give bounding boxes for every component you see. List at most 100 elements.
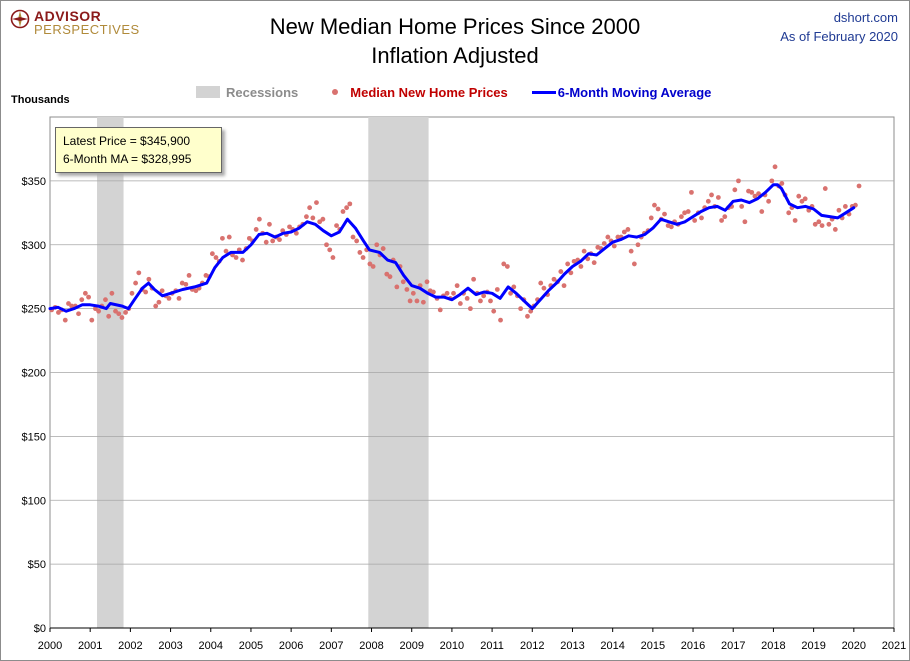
median-price-point bbox=[819, 223, 825, 228]
legend-ma-line bbox=[531, 90, 556, 94]
median-price-point bbox=[327, 247, 333, 253]
x-tick-label: 2018 bbox=[761, 640, 785, 652]
median-price-point bbox=[357, 250, 363, 255]
median-price-point bbox=[256, 216, 262, 222]
median-price-point bbox=[692, 218, 698, 223]
source-block: dshort.com As of February 2020 bbox=[780, 8, 898, 46]
median-price-point bbox=[518, 306, 524, 312]
x-tick-label: 2001 bbox=[78, 640, 102, 652]
median-price-point bbox=[314, 200, 319, 205]
median-price-point bbox=[558, 269, 564, 274]
median-price-point bbox=[678, 214, 684, 220]
x-tick-label: 2017 bbox=[721, 640, 745, 652]
median-price-point bbox=[233, 255, 239, 260]
median-price-point bbox=[722, 214, 728, 220]
median-price-point bbox=[347, 201, 353, 207]
x-tick-label: 2015 bbox=[641, 640, 665, 652]
median-price-point bbox=[394, 284, 400, 290]
median-price-point bbox=[568, 270, 574, 276]
median-price-point bbox=[565, 261, 571, 267]
median-price-point bbox=[166, 296, 172, 301]
median-price-point bbox=[267, 221, 272, 227]
median-price-point bbox=[491, 308, 497, 314]
median-price-point bbox=[176, 296, 182, 301]
median-price-point bbox=[324, 242, 329, 248]
median-price-point bbox=[832, 227, 838, 232]
median-price-point bbox=[856, 183, 862, 189]
median-price-point bbox=[263, 239, 269, 245]
median-price-point bbox=[498, 317, 503, 323]
median-price-point bbox=[779, 181, 785, 186]
median-price-point bbox=[631, 261, 637, 267]
median-price-point bbox=[307, 205, 313, 211]
median-price-point bbox=[826, 221, 832, 227]
y-tick-label: $300 bbox=[22, 240, 46, 252]
x-tick-label: 2012 bbox=[520, 640, 544, 652]
logo: ADVISOR PERSPECTIVES bbox=[10, 9, 140, 37]
legend-median-dot bbox=[332, 89, 339, 95]
median-price-point bbox=[374, 242, 380, 248]
median-price-point bbox=[334, 223, 339, 228]
median-price-point bbox=[119, 315, 125, 320]
median-price-point bbox=[578, 264, 584, 269]
x-tick-label: 2008 bbox=[359, 640, 383, 652]
legend-recession-label: Recessions bbox=[226, 84, 299, 100]
median-price-point bbox=[360, 255, 366, 260]
median-price-point bbox=[772, 164, 778, 170]
median-price-point bbox=[454, 283, 460, 289]
y-tick-label: $200 bbox=[22, 368, 46, 380]
median-price-point bbox=[705, 198, 711, 204]
median-price-point bbox=[471, 276, 477, 282]
source-site[interactable]: dshort.com bbox=[833, 10, 898, 25]
median-price-point bbox=[320, 216, 326, 222]
median-price-point bbox=[123, 310, 128, 315]
median-price-point bbox=[133, 280, 139, 286]
median-price-point bbox=[344, 205, 350, 211]
median-price-point bbox=[277, 237, 282, 243]
median-price-point bbox=[715, 195, 721, 200]
x-tick-label: 2009 bbox=[399, 640, 423, 652]
median-price-point bbox=[652, 202, 657, 208]
median-price-point bbox=[511, 284, 517, 290]
median-price-point bbox=[159, 288, 165, 294]
median-price-point bbox=[655, 206, 661, 212]
median-price-point bbox=[739, 204, 745, 209]
median-price-point bbox=[400, 279, 406, 285]
median-price-point bbox=[756, 191, 761, 197]
logo-line1: ADVISOR bbox=[34, 8, 102, 24]
median-price-point bbox=[96, 308, 102, 314]
median-price-point bbox=[136, 270, 142, 276]
median-price-point bbox=[179, 280, 185, 286]
median-price-point bbox=[842, 204, 848, 209]
logo-line2: PERSPECTIVES bbox=[34, 22, 140, 37]
x-tick-label: 2003 bbox=[158, 640, 182, 652]
median-price-point bbox=[628, 248, 634, 254]
x-tick-label: 2013 bbox=[560, 640, 584, 652]
median-price-point bbox=[350, 234, 356, 240]
median-price-point bbox=[561, 283, 567, 289]
median-price-point bbox=[304, 214, 309, 220]
median-price-point bbox=[226, 234, 232, 240]
median-price-point bbox=[769, 178, 775, 184]
title-line1: New Median Home Prices Since 2000 bbox=[269, 14, 641, 39]
median-price-point bbox=[367, 261, 373, 267]
median-price-point bbox=[106, 313, 112, 319]
x-tick-label: 2020 bbox=[842, 640, 866, 652]
median-price-point bbox=[551, 276, 557, 282]
x-tick-label: 2006 bbox=[279, 640, 303, 652]
median-price-point bbox=[752, 193, 758, 199]
x-tick-label: 2000 bbox=[38, 640, 62, 652]
x-tick-label: 2016 bbox=[681, 640, 705, 652]
median-price-point bbox=[310, 215, 316, 221]
median-price-point bbox=[240, 257, 245, 263]
median-price-point bbox=[611, 243, 617, 249]
median-price-point bbox=[621, 229, 627, 235]
median-price-point bbox=[143, 289, 149, 295]
median-price-point bbox=[62, 317, 68, 323]
median-price-point bbox=[209, 251, 215, 257]
median-price-point bbox=[414, 298, 420, 304]
median-price-point bbox=[736, 178, 741, 184]
median-price-point bbox=[86, 294, 91, 300]
compass-logo-icon bbox=[10, 9, 30, 29]
